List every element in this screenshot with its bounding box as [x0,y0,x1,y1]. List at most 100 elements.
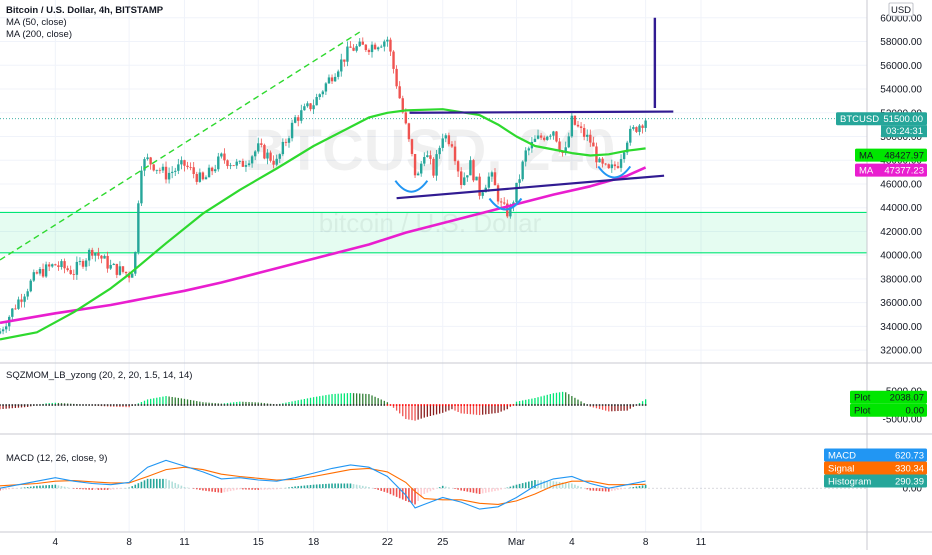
candle-body [115,263,119,275]
squeeze-dot [641,404,644,406]
main-pane[interactable] [0,0,867,362]
squeeze-dot [300,404,303,406]
candle-body [358,41,361,47]
candle-body [423,157,426,164]
time-tick-label: 18 [308,537,320,548]
squeeze-dot [607,404,610,406]
candle-body [183,160,186,166]
currency-label[interactable]: USD [891,5,911,16]
squeeze-dot [60,404,63,406]
candle-body [223,153,226,161]
squeeze-dot [392,404,395,406]
squeeze-dot [632,404,635,406]
candle-body [444,135,447,139]
candle-body [407,123,411,140]
squeeze-dot [626,404,628,406]
candle-body [429,155,432,159]
squeeze-dot [128,404,130,406]
macd-legend[interactable]: MACD (12, 26, close, 9) [6,453,107,464]
candle-body [214,169,217,172]
squeeze-dot [451,404,453,406]
squeeze-dot [140,404,143,406]
squeeze-dot [112,404,115,406]
candle-body [241,160,245,167]
squeeze-dot [186,404,189,406]
candle-body [152,164,155,171]
candle-body [546,136,549,140]
macd-tick-label: 0.00 [903,484,923,495]
candle-body [499,201,503,203]
squeeze-dot [589,404,592,406]
ma200-legend[interactable]: MA (200, close) [6,29,72,40]
last-price-tag-box [836,112,927,126]
squeeze-dot [494,404,496,406]
candle-body [232,165,235,167]
squeeze-dot [472,404,475,406]
macd-pane[interactable] [0,436,867,532]
macd-tag-value: 620.73 [895,450,924,461]
squeeze-dot [263,404,266,406]
candle-body [450,144,454,147]
squeeze-dot [8,404,11,406]
squeeze-dot [349,404,352,406]
squeeze-legend[interactable]: SQZMOM_LB_yzong (20, 2, 20, 1.5, 14, 14) [6,370,192,381]
squeeze-histogram[interactable] [0,391,647,421]
price-axis[interactable]: 60000.0058000.0056000.0054000.0052000.00… [880,13,922,494]
squeeze-dot [315,404,318,406]
squeeze-dot [598,404,601,406]
squeeze-dot [408,404,410,406]
candle-body [38,269,42,274]
candle-body [367,50,371,53]
candle-body [383,41,386,47]
ma50-legend[interactable]: MA (50, close) [6,17,67,28]
squeeze-dot [389,404,392,406]
cup-arc [597,165,632,179]
candle-body [475,176,478,181]
squeeze-dot [232,404,235,406]
macd-tag-label: Histogram [828,476,871,487]
moving-averages[interactable] [0,108,647,341]
support-zone[interactable] [0,118,867,254]
squeeze-dot [36,404,38,406]
candle-body [229,165,232,167]
squeeze-dot [444,404,447,406]
squeeze-dot [509,404,512,406]
squeeze-dot [457,404,459,406]
candle-body [72,274,75,275]
macd-plot[interactable] [0,459,867,510]
squeeze-dot [69,404,72,406]
squeeze-dot [33,404,35,406]
squeeze-dot [371,404,373,406]
candle-body [51,264,54,267]
squeeze-dot [152,404,155,406]
squeeze-pane[interactable] [0,364,867,432]
candle-body [573,115,577,125]
squeeze-dot [604,404,607,406]
candle-body [459,171,463,185]
squeeze-dot [583,404,585,406]
squeeze-dot [358,404,361,406]
squeeze-dot [42,404,44,406]
squeeze-dot [54,404,57,406]
squeeze-dot [66,404,69,406]
squeeze-dot [365,404,367,406]
candle-body [244,165,248,167]
candles[interactable] [0,36,647,335]
squeeze-dot [82,404,84,406]
price-tick-label: 58000.00 [880,37,922,48]
time-axis[interactable]: 4 8 11 15 18 22 25 Mar 4 8 11 [53,537,707,548]
candle-body [32,272,36,281]
squeeze-dot [143,404,146,406]
candle-body [100,255,103,259]
drawings[interactable] [0,17,674,261]
squeeze-dot [288,404,290,406]
currency-box[interactable] [888,2,914,17]
resistance-line [409,110,674,114]
ma50-line [0,108,646,341]
candle-body [333,76,337,82]
candle-body [386,39,389,42]
squeeze-dot [564,404,567,406]
squeeze-dot [195,404,198,406]
squeeze-dot [146,404,149,406]
